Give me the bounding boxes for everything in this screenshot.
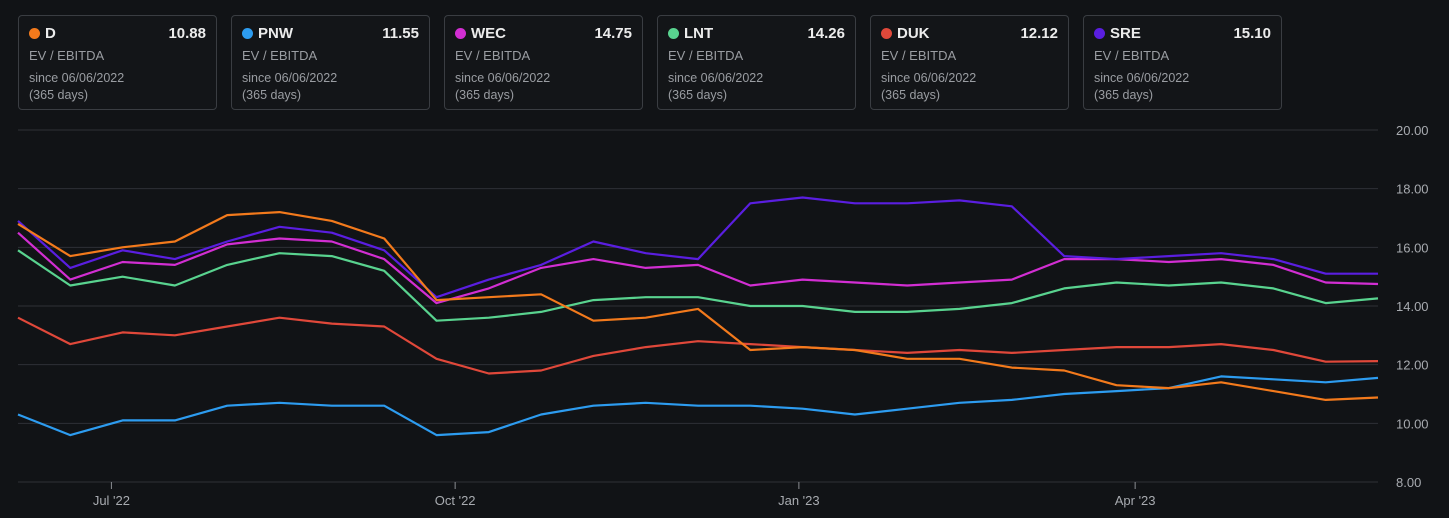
y-tick-label: 12.00 — [1396, 358, 1429, 373]
series-color-dot — [668, 28, 679, 39]
x-tick-label: Apr '23 — [1115, 493, 1156, 508]
series-line-pnw — [17, 375, 1379, 437]
since-days: (365 days) — [455, 88, 515, 102]
since-days: (365 days) — [29, 88, 89, 102]
since-label: since 06/06/2022 (365 days) — [1094, 70, 1189, 104]
metric-label: EV / EBITDA — [242, 48, 318, 63]
metric-label: EV / EBITDA — [455, 48, 531, 63]
since-date: since 06/06/2022 — [242, 71, 338, 85]
since-label: since 06/06/2022 (365 days) — [29, 70, 124, 104]
series-line-d — [17, 211, 1379, 401]
y-tick-label: 16.00 — [1396, 240, 1429, 255]
ticker-symbol: WEC — [471, 25, 506, 42]
ticker-value: 15.10 — [1233, 25, 1271, 42]
series-color-dot — [881, 28, 892, 39]
y-tick-label: 20.00 — [1396, 123, 1429, 138]
since-label: since 06/06/2022 (365 days) — [242, 70, 337, 104]
ticker-card-d[interactable]: D 10.88 EV / EBITDA since 06/06/2022 (365… — [18, 15, 217, 110]
since-date: since 06/06/2022 — [881, 71, 977, 85]
ticker-card-duk[interactable]: DUK 12.12 EV / EBITDA since 06/06/2022 (3… — [870, 15, 1069, 110]
x-tick-label: Jul '22 — [93, 493, 130, 508]
y-tick-label: 10.00 — [1396, 416, 1429, 431]
ticker-card-pnw[interactable]: PNW 11.55 EV / EBITDA since 06/06/2022 (3… — [231, 15, 430, 110]
metric-label: EV / EBITDA — [29, 48, 105, 63]
series-color-dot — [242, 28, 253, 39]
ticker-value: 11.55 — [382, 25, 419, 42]
y-tick-label: 14.00 — [1396, 299, 1429, 314]
ticker-symbol: SRE — [1110, 25, 1141, 42]
metric-label: EV / EBITDA — [881, 48, 957, 63]
series-line-sre — [17, 196, 1378, 299]
since-date: since 06/06/2022 — [455, 71, 551, 85]
y-tick-label: 18.00 — [1396, 182, 1429, 197]
ticker-value: 10.88 — [168, 25, 206, 42]
since-label: since 06/06/2022 (365 days) — [881, 70, 976, 104]
ticker-symbol: LNT — [684, 25, 714, 42]
ticker-card-sre[interactable]: SRE 15.10 EV / EBITDA since 06/06/2022 (3… — [1083, 15, 1282, 110]
ticker-symbol: D — [45, 25, 56, 42]
since-date: since 06/06/2022 — [1094, 71, 1190, 85]
ticker-symbol: PNW — [258, 25, 293, 42]
y-tick-label: 8.00 — [1396, 475, 1421, 490]
series-line-duk — [17, 316, 1379, 375]
series-line-wec — [17, 231, 1379, 305]
since-days: (365 days) — [242, 88, 302, 102]
series-color-dot — [455, 28, 466, 39]
series-color-dot — [1094, 28, 1105, 39]
since-date: since 06/06/2022 — [668, 71, 764, 85]
metric-label: EV / EBITDA — [1094, 48, 1170, 63]
x-tick-label: Jan '23 — [778, 493, 820, 508]
since-label: since 06/06/2022 (365 days) — [455, 70, 550, 104]
ticker-value: 14.75 — [594, 25, 632, 42]
metric-label: EV / EBITDA — [668, 48, 744, 63]
x-tick-label: Oct '22 — [435, 493, 476, 508]
since-label: since 06/06/2022 (365 days) — [668, 70, 763, 104]
since-days: (365 days) — [881, 88, 941, 102]
since-date: since 06/06/2022 — [29, 71, 125, 85]
since-days: (365 days) — [1094, 88, 1154, 102]
ticker-symbol: DUK — [897, 25, 930, 42]
ticker-card-wec[interactable]: WEC 14.75 EV / EBITDA since 06/06/2022 (3… — [444, 15, 643, 110]
series-color-dot — [29, 28, 40, 39]
ticker-card-lnt[interactable]: LNT 14.26 EV / EBITDA since 06/06/2022 (3… — [657, 15, 856, 110]
ticker-value: 12.12 — [1020, 25, 1058, 42]
ticker-value: 14.26 — [807, 25, 845, 42]
series-line-lnt — [17, 249, 1379, 322]
since-days: (365 days) — [668, 88, 728, 102]
